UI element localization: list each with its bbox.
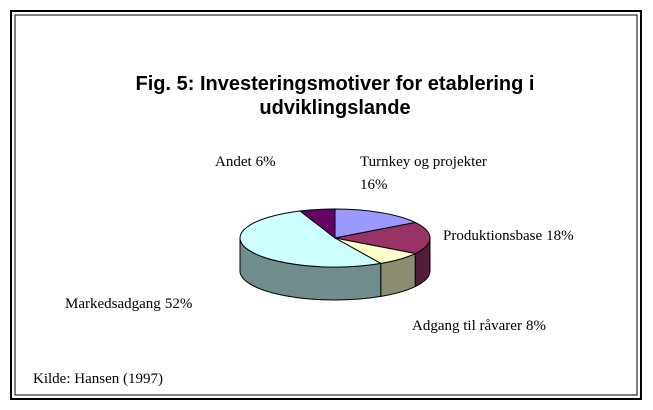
slice-label: Adgang til råvarer 8% <box>412 318 546 334</box>
chart-title: Fig. 5: Investeringsmotiver for etableri… <box>135 73 535 119</box>
slice-label: Andet 6% <box>215 154 276 170</box>
value-label: 16% <box>360 177 388 193</box>
category-label: Produktionsbase <box>443 228 543 244</box>
category-label: Markedsadgang <box>65 296 161 312</box>
slice-label: Turnkey og projekter 16% <box>360 154 487 193</box>
value-label: 6% <box>256 154 276 170</box>
value-label: 8% <box>526 318 546 334</box>
category-label: Adgang til råvarer <box>412 318 522 334</box>
slice <box>334 221 431 255</box>
frame-inner <box>14 14 638 396</box>
slice <box>298 208 336 240</box>
slice-label: Produktionsbase 18% <box>443 228 574 244</box>
value-label: 18% <box>546 228 574 244</box>
value-label: 52% <box>165 296 193 312</box>
category-label: Turnkey og projekter <box>360 154 487 170</box>
slice-label: Markedsadgang 52% <box>65 296 192 312</box>
source: Kilde: Hansen (1997) <box>33 371 163 387</box>
category-label: Andet <box>215 154 252 170</box>
frame <box>10 10 642 400</box>
slice <box>239 210 383 268</box>
slice <box>334 208 417 239</box>
